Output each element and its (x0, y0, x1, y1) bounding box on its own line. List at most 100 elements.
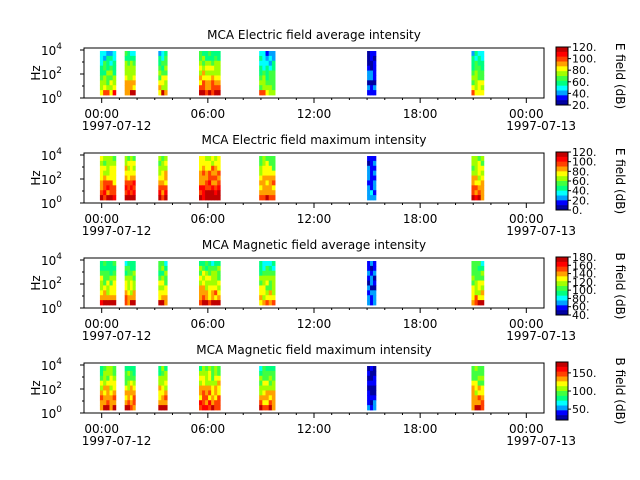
heatmap-cell (205, 295, 209, 301)
heatmap-block (199, 51, 221, 96)
heatmap-cell (161, 370, 165, 377)
heatmap-cell (471, 261, 475, 267)
heatmap-cell (208, 405, 212, 411)
heatmap-cell (127, 270, 131, 277)
heatmap-cell (109, 270, 114, 277)
heatmap-cell (480, 51, 485, 57)
heatmap-cell (132, 380, 136, 386)
heatmap-cell (370, 180, 374, 186)
heatmap-cell (259, 165, 263, 172)
heatmap-cell (262, 270, 266, 277)
heatmap-cell (132, 390, 136, 396)
heatmap-cell (205, 70, 209, 76)
heatmap-cell (217, 290, 221, 296)
heatmap-cell (199, 160, 203, 167)
heatmap-cell (471, 51, 475, 57)
heatmap-cell (367, 156, 371, 162)
heatmap-cell (262, 370, 266, 377)
y-tick-label: 104 (41, 42, 62, 58)
heatmap-cell (211, 195, 215, 201)
heatmap-cell (217, 380, 221, 386)
heatmap-cell (271, 160, 276, 167)
heatmap-cell (217, 405, 221, 411)
heatmap-cell (99, 270, 104, 277)
heatmap-cell (262, 380, 266, 386)
heatmap-cell (367, 275, 371, 281)
heatmap-cell (217, 385, 221, 391)
heatmap-cell (477, 395, 482, 401)
heatmap-cell (370, 280, 374, 286)
heatmap-cell (372, 90, 377, 96)
heatmap-cell (106, 55, 110, 62)
heatmap-cell (124, 185, 128, 191)
heatmap-cell (99, 390, 104, 396)
heatmap-cell (208, 90, 212, 96)
colorbar-segment (556, 293, 568, 296)
heatmap-cell (109, 261, 114, 267)
x-tick-label: 12:00 (297, 212, 332, 226)
heatmap-cell (158, 300, 162, 306)
heatmap-cell (217, 270, 221, 277)
heatmap-cell (99, 65, 104, 71)
heatmap-cell (367, 80, 371, 86)
heatmap-cell (158, 170, 162, 176)
heatmap-cell (214, 85, 218, 91)
heatmap-cell (370, 261, 374, 267)
heatmap-cell (112, 85, 117, 91)
heatmap-cell (132, 385, 136, 391)
colorbar-tick-label: 60. (572, 76, 590, 89)
heatmap-cell (211, 265, 215, 272)
heatmap-cell (130, 156, 134, 162)
heatmap-cell (372, 185, 377, 191)
heatmap-cell (103, 51, 107, 57)
colorbar-segment (556, 205, 568, 208)
heatmap-cell (367, 390, 371, 396)
heatmap-cell (202, 55, 206, 62)
heatmap-cell (112, 60, 117, 67)
heatmap-cell (161, 51, 165, 57)
heatmap-cell (164, 165, 168, 172)
heatmap-block (99, 261, 117, 306)
heatmap-cell (103, 75, 107, 81)
heatmap-cell (214, 290, 218, 296)
heatmap-cell (161, 295, 165, 301)
heatmap-cell (164, 275, 168, 281)
heatmap-cell (132, 160, 136, 167)
heatmap-cell (112, 295, 117, 301)
heatmap-cell (124, 156, 128, 162)
heatmap-cell (199, 85, 203, 91)
heatmap-cell (99, 160, 104, 167)
heatmap-cell (130, 70, 134, 76)
heatmap-cell (211, 90, 215, 96)
heatmap-cell (477, 285, 482, 291)
heatmap-cell (199, 270, 203, 277)
heatmap-cell (217, 75, 221, 81)
x-tick-label: 00:00 (84, 107, 119, 121)
colorbar-label: B field (dB) (613, 358, 627, 425)
heatmap-cell (262, 185, 266, 191)
heatmap-cell (480, 385, 485, 391)
heatmap-cell (217, 295, 221, 301)
heatmap-cell (268, 290, 273, 296)
heatmap-cell (480, 270, 485, 277)
colorbar-segment (556, 78, 568, 82)
heatmap-cell (103, 175, 107, 181)
heatmap-cell (367, 55, 371, 62)
heatmap-cell (214, 385, 218, 391)
heatmap-cell (214, 375, 218, 382)
heatmap-cell (130, 295, 134, 301)
heatmap-cell (214, 156, 218, 162)
heatmap-cell (477, 185, 482, 191)
heatmap-cell (124, 90, 128, 96)
heatmap-cell (367, 290, 371, 296)
heatmap-cell (124, 80, 128, 86)
heatmap-cell (124, 261, 128, 267)
colorbar-segment (556, 302, 568, 306)
heatmap-cell (214, 390, 218, 396)
colorbar-segment (556, 288, 568, 292)
heatmap-cell (130, 370, 134, 377)
colorbar-segment (556, 195, 568, 199)
heatmap-cell (99, 51, 104, 57)
heatmap-cell (130, 385, 134, 391)
heatmap-cell (124, 370, 128, 377)
